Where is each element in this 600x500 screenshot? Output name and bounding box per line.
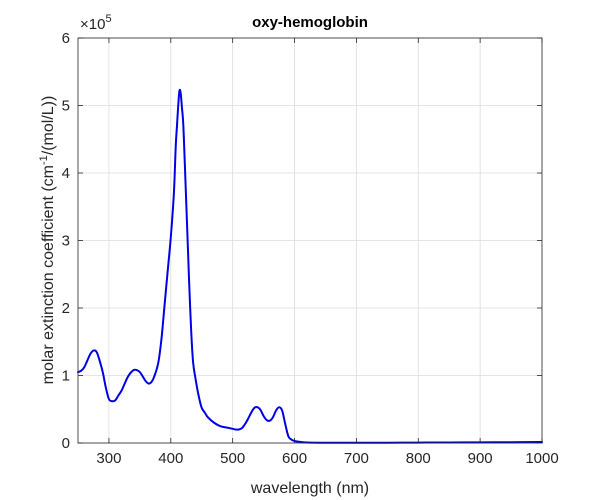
y-tick-label: 1 (62, 368, 70, 385)
x-tick-label: 500 (220, 450, 245, 467)
x-tick-label: 900 (468, 450, 493, 467)
y-multiplier-exp: 5 (105, 13, 111, 25)
y-axis-label-main: molar extinction coefficient (cm (40, 165, 57, 384)
y-tick-label: 5 (62, 98, 70, 115)
y-multiplier: ×105 (80, 13, 112, 33)
x-tick-label: 800 (406, 450, 431, 467)
x-tick-label: 600 (282, 450, 307, 467)
grid (78, 37, 543, 444)
series-line (77, 88, 543, 444)
chart-title: oxy-hemoglobin (252, 14, 368, 31)
y-axis-label: molar extinction coefficient (cm-1/(mol/… (38, 96, 57, 385)
axes-box (77, 37, 543, 444)
y-tick-label: 2 (62, 300, 70, 317)
y-tick-label: 6 (62, 30, 70, 47)
y-axis-label-end: /(mol/L)) (40, 96, 57, 156)
y-axis-label-sup: -1 (38, 155, 50, 165)
y-tick-label: 0 (62, 435, 70, 452)
x-tick-label: 300 (96, 450, 121, 467)
y-multiplier-base: ×10 (80, 16, 105, 33)
x-axis-label: wavelength (nm) (250, 480, 369, 497)
x-tick-label: 1000 (525, 450, 558, 467)
x-tick-label: 700 (344, 450, 369, 467)
y-tick-label: 3 (62, 233, 70, 250)
x-axis: 300 400 500 600 700 800 900 1000 (96, 38, 559, 467)
y-axis: 0 1 2 3 4 5 6 (62, 30, 542, 452)
y-tick-label: 4 (62, 165, 70, 182)
x-tick-label: 400 (158, 450, 183, 467)
